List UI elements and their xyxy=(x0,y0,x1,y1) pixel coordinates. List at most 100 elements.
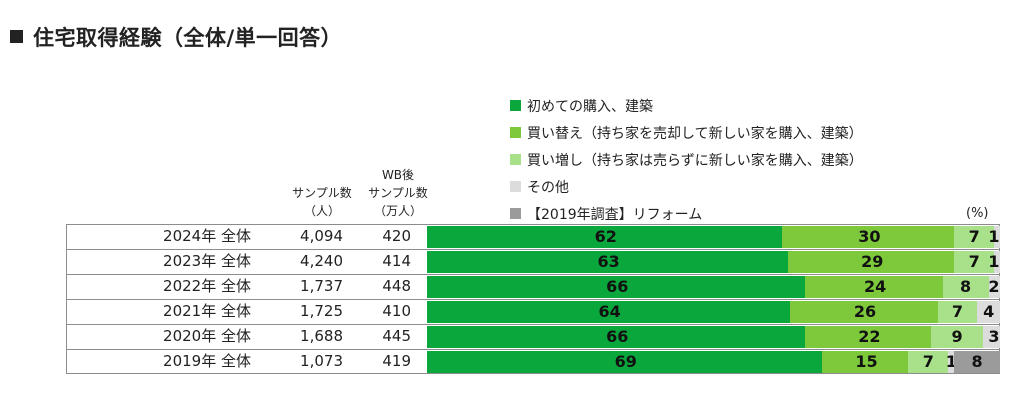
row-divider xyxy=(66,299,1000,300)
stacked-bar: 69 15 7 1 8 xyxy=(427,351,1000,373)
bar-value-label: 24 xyxy=(863,277,887,296)
legend-item: 買い替え（持ち家を売却して新しい家を購入、建築） xyxy=(510,119,863,146)
sample-size-cell: 4,240 xyxy=(300,252,343,270)
bar-value-label: 15 xyxy=(855,352,878,371)
table-row: 2020年 全体 1,688 445 66 22 9 3 xyxy=(66,324,1000,349)
bar-value-label: 7 xyxy=(922,352,934,371)
bar-segment xyxy=(427,301,791,323)
header-sample: サンプル数 （人） xyxy=(282,184,362,220)
legend-swatch xyxy=(510,181,521,192)
sample-size-cell: 4,094 xyxy=(300,227,343,245)
bar-value-label: 4 xyxy=(983,302,995,321)
bar-segment xyxy=(782,226,955,248)
bar-segment xyxy=(937,301,978,323)
bar-value-label: 2 xyxy=(988,277,1000,296)
stacked-bar: 64 26 7 4 xyxy=(427,301,1000,323)
bar-segment xyxy=(988,276,1000,298)
legend-label: 買い増し（持ち家は売らずに新しい家を購入、建築） xyxy=(527,152,863,169)
bar-segment xyxy=(427,351,823,373)
bar-value-label: 8 xyxy=(971,352,983,371)
bar-segment xyxy=(822,351,909,373)
legend-label: その他 xyxy=(527,179,569,196)
row-divider xyxy=(66,324,1000,325)
header-wb-line1: WB後 xyxy=(381,168,415,182)
bar-segment xyxy=(954,351,1000,373)
bar-value-label: 64 xyxy=(598,302,621,321)
stacked-bar: 62 30 7 1 xyxy=(427,226,1000,248)
header-sample-line1: サンプル数 xyxy=(292,186,352,200)
bar-value-label: 8 xyxy=(960,277,972,296)
bar-segment xyxy=(427,326,806,348)
bar-segment xyxy=(994,226,1000,248)
chart-title: 住宅取得経験（全体/単一回答） xyxy=(10,22,342,52)
bar-segment xyxy=(954,251,995,273)
bar-segment xyxy=(787,251,955,273)
bar-value-label: 1 xyxy=(988,227,1000,246)
wb-sample-size-cell: 420 xyxy=(382,227,411,245)
bar-segment xyxy=(954,226,995,248)
sample-size-cell: 1,073 xyxy=(300,352,343,370)
table-row: 2022年 全体 1,737 448 66 24 8 2 xyxy=(66,274,1000,299)
row-label: 2021年 全体 xyxy=(163,302,251,320)
bar-value-label: 1 xyxy=(945,352,957,371)
legend-swatch xyxy=(510,127,521,138)
bar-segment xyxy=(790,301,938,323)
table-row: 2019年 全体 1,073 419 69 15 7 1 8 xyxy=(66,349,1000,374)
bar-value-label: 26 xyxy=(853,302,877,321)
bar-segment xyxy=(942,276,989,298)
title-square-icon xyxy=(10,30,23,43)
row-label: 2022年 全体 xyxy=(163,277,251,295)
legend-item: 【2019年調査】リフォーム xyxy=(510,200,863,227)
bar-segment xyxy=(948,351,955,373)
sample-size-cell: 1,688 xyxy=(300,327,343,345)
legend-label: 買い替え（持ち家を売却して新しい家を購入、建築） xyxy=(527,125,863,142)
wb-sample-size-cell: 445 xyxy=(382,327,411,345)
bar-value-label: 3 xyxy=(988,327,1000,346)
bar-segment xyxy=(427,276,806,298)
table-row: 2023年 全体 4,240 414 63 29 7 1 xyxy=(66,249,1000,274)
row-label: 2020年 全体 xyxy=(163,327,251,345)
legend-swatch xyxy=(510,100,521,111)
wb-sample-size-cell: 419 xyxy=(382,352,411,370)
row-label: 2023年 全体 xyxy=(163,252,251,270)
bar-value-label: 30 xyxy=(858,227,881,246)
unit-label: (%) xyxy=(966,206,989,221)
bar-value-label: 9 xyxy=(951,327,963,346)
bar-value-label: 66 xyxy=(606,277,629,296)
legend-label: 初めての購入、建築 xyxy=(527,98,653,115)
wb-sample-size-cell: 414 xyxy=(382,252,411,270)
legend-swatch xyxy=(510,154,521,165)
bar-value-label: 62 xyxy=(594,227,617,246)
table-row: 2024年 全体 4,094 420 62 30 7 1 xyxy=(66,224,1000,249)
bar-value-label: 7 xyxy=(968,252,980,271)
table-row: 2021年 全体 1,725 410 64 26 7 4 xyxy=(66,299,1000,324)
wb-sample-size-cell: 448 xyxy=(382,277,411,295)
row-label: 2024年 全体 xyxy=(163,227,251,245)
bar-value-label: 1 xyxy=(988,252,1000,271)
bar-segment xyxy=(931,326,983,348)
sample-size-cell: 1,737 xyxy=(300,277,343,295)
bar-value-label: 22 xyxy=(858,327,881,346)
bar-value-label: 66 xyxy=(606,327,629,346)
row-label: 2019年 全体 xyxy=(163,352,251,370)
bar-segment xyxy=(805,326,932,348)
bar-value-label: 29 xyxy=(861,252,884,271)
header-wb-line2: サンプル数 xyxy=(368,186,428,200)
chart-title-text: 住宅取得経験（全体/単一回答） xyxy=(33,26,343,50)
bar-segment xyxy=(994,251,1000,273)
header-wb: WB後 サンプル数 （万人） xyxy=(358,166,438,220)
header-sample-line2: （人） xyxy=(303,204,340,218)
bar-segment xyxy=(427,251,788,273)
sample-size-cell: 1,725 xyxy=(300,302,343,320)
bar-segment xyxy=(805,276,943,298)
wb-sample-size-cell: 410 xyxy=(382,302,411,320)
bar-value-label: 63 xyxy=(597,252,620,271)
bar-value-label: 7 xyxy=(951,302,963,321)
row-divider xyxy=(66,349,1000,350)
stacked-bar: 63 29 7 1 xyxy=(427,251,1000,273)
legend: 初めての購入、建築買い替え（持ち家を売却して新しい家を購入、建築） 買い増し（持ち… xyxy=(510,92,863,227)
stacked-bar: 66 24 8 2 xyxy=(427,276,1000,298)
legend-item: 買い増し（持ち家は売らずに新しい家を購入、建築） xyxy=(510,146,863,173)
bar-segment xyxy=(908,351,949,373)
header-wb-line3: （万人） xyxy=(373,204,422,218)
